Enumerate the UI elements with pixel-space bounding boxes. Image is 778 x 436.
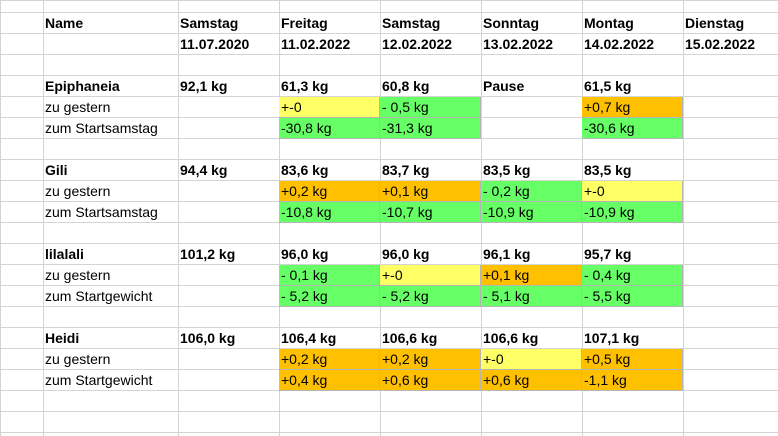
weight-cell[interactable]: 83,5 kg [584,162,632,178]
grid-column-line [683,0,684,436]
total-change-cell[interactable]: -30,8 kg [279,118,380,139]
row-label-cell[interactable]: zum Startgewicht [45,372,153,388]
row-label-cell[interactable]: zu gestern [45,99,111,115]
row-label-cell[interactable]: zum Startsamstag [45,204,158,220]
daily-change-cell[interactable]: +0,5 kg [582,349,683,370]
daily-change-cell[interactable]: +-0 [380,265,481,286]
weight-cell[interactable]: 83,7 kg [382,162,430,178]
grid-row-line [0,54,778,55]
weight-cell[interactable]: Pause [483,78,525,94]
grid-row-line [0,327,778,328]
daily-change-cell[interactable]: +0,2 kg [380,349,481,370]
daily-change-cell[interactable]: +0,2 kg [279,349,380,370]
grid-row-line [0,264,778,265]
total-change-cell[interactable]: - 5,2 kg [279,286,380,307]
header-weekday-cell[interactable]: Montag [584,15,634,31]
grid-row-line [0,0,778,1]
row-label-cell[interactable]: zum Startgewicht [45,288,153,304]
weight-cell[interactable]: 106,6 kg [483,330,539,346]
weight-cell[interactable]: 61,5 kg [584,78,632,94]
weight-cell[interactable]: 96,0 kg [382,246,430,262]
header-date-cell[interactable]: 12.02.2022 [382,36,453,52]
total-change-cell[interactable]: -1,1 kg [582,370,683,391]
total-change-cell[interactable]: -10,8 kg [279,202,380,223]
total-change-cell[interactable]: +0,6 kg [380,370,481,391]
weight-cell[interactable]: 95,7 kg [584,246,632,262]
grid-row-line [0,180,778,181]
total-change-cell[interactable]: +0,4 kg [279,370,380,391]
total-change-cell[interactable]: - 5,1 kg [481,286,582,307]
header-date-cell[interactable]: 14.02.2022 [584,36,655,52]
weight-cell[interactable]: 106,6 kg [382,330,438,346]
total-change-cell[interactable]: -10,9 kg [481,202,582,223]
weight-cell[interactable]: 96,0 kg [281,246,329,262]
weight-cell[interactable]: 101,2 kg [180,246,236,262]
grid-row-line [0,96,778,97]
header-date-cell[interactable]: 15.02.2022 [685,36,756,52]
weight-cell[interactable]: 60,8 kg [382,78,430,94]
weight-cell[interactable]: 61,3 kg [281,78,329,94]
total-change-cell[interactable]: - 5,2 kg [380,286,481,307]
daily-change-cell[interactable]: +0,1 kg [380,181,481,202]
total-change-cell[interactable]: +0,6 kg [481,370,582,391]
grid-row-line [0,348,778,349]
person-name-cell[interactable]: Epiphaneia [45,78,120,94]
header-weekday-cell[interactable]: Sonntag [483,15,539,31]
total-change-cell[interactable]: -10,7 kg [380,202,481,223]
total-change-cell[interactable]: -31,3 kg [380,118,481,139]
person-name-cell[interactable]: Gili [45,162,68,178]
daily-change-cell[interactable]: - 0,5 kg [380,97,481,118]
header-weekday-cell[interactable]: Dienstag [685,15,745,31]
grid-row-line [0,159,778,160]
row-label-cell[interactable]: zu gestern [45,183,111,199]
row-label-cell[interactable]: zu gestern [45,351,111,367]
weight-cell[interactable]: 92,1 kg [180,78,228,94]
grid-row-line [0,75,778,76]
grid-row-line [0,243,778,244]
daily-change-cell[interactable]: +0,1 kg [481,265,582,286]
person-name-cell[interactable]: Heidi [45,330,80,346]
header-weekday-cell[interactable]: Samstag [180,15,239,31]
weight-cell[interactable]: 96,1 kg [483,246,531,262]
daily-change-cell[interactable]: - 0,2 kg [481,181,582,202]
daily-change-cell[interactable]: +-0 [279,97,380,118]
grid-row-line [0,33,778,34]
daily-change-cell[interactable]: - 0,4 kg [582,265,683,286]
total-change-cell[interactable]: -30,6 kg [582,118,683,139]
header-date-cell[interactable]: 11.02.2022 [281,36,351,52]
header-date-cell[interactable]: 13.02.2022 [483,36,554,52]
daily-change-cell[interactable]: +0,2 kg [279,181,380,202]
grid-column-line [0,0,1,436]
grid-row-line [0,12,778,13]
weight-cell[interactable]: 94,4 kg [180,162,228,178]
weight-cell[interactable]: 106,0 kg [180,330,236,346]
grid-column-line [178,0,179,436]
header-weekday-cell[interactable]: Freitag [281,15,328,31]
daily-change-cell[interactable]: +-0 [582,181,683,202]
total-change-cell[interactable]: - 5,5 kg [582,286,683,307]
row-label-cell[interactable]: zu gestern [45,267,111,283]
total-change-cell[interactable]: -10,9 kg [582,202,683,223]
daily-change-cell[interactable]: - 0,1 kg [279,265,380,286]
header-weekday-cell[interactable]: Samstag [382,15,441,31]
weight-cell[interactable]: 106,4 kg [281,330,337,346]
daily-change-cell[interactable]: +0,7 kg [582,97,683,118]
grid-column-line [43,0,44,436]
weight-cell[interactable]: 83,5 kg [483,162,531,178]
header-name-cell[interactable]: Name [45,15,84,31]
weight-cell[interactable]: 83,6 kg [281,162,329,178]
weight-cell[interactable]: 107,1 kg [584,330,640,346]
row-label-cell[interactable]: zum Startsamstag [45,120,158,136]
header-date-cell[interactable]: 11.07.2020 [180,36,250,52]
person-name-cell[interactable]: lilalali [45,246,84,262]
daily-change-cell[interactable]: +-0 [481,349,582,370]
grid-row-line [0,432,778,433]
grid-row-line [0,411,778,412]
